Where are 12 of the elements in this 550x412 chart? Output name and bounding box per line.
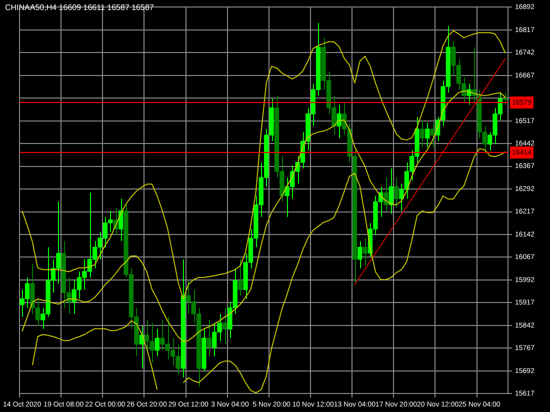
candlestick	[222, 307, 228, 345]
candlestick	[430, 122, 435, 148]
candlestick	[388, 168, 394, 214]
candlestick	[420, 119, 425, 148]
chart-title: CHINAA50,H4 16609 16611 16587 16587	[5, 3, 154, 12]
candlestick	[206, 319, 212, 357]
candlestick	[154, 328, 160, 357]
candlestick	[394, 177, 399, 208]
candlestick	[362, 238, 368, 266]
candlestick	[425, 122, 430, 148]
candlestick	[238, 258, 243, 296]
candlestick	[358, 240, 362, 269]
